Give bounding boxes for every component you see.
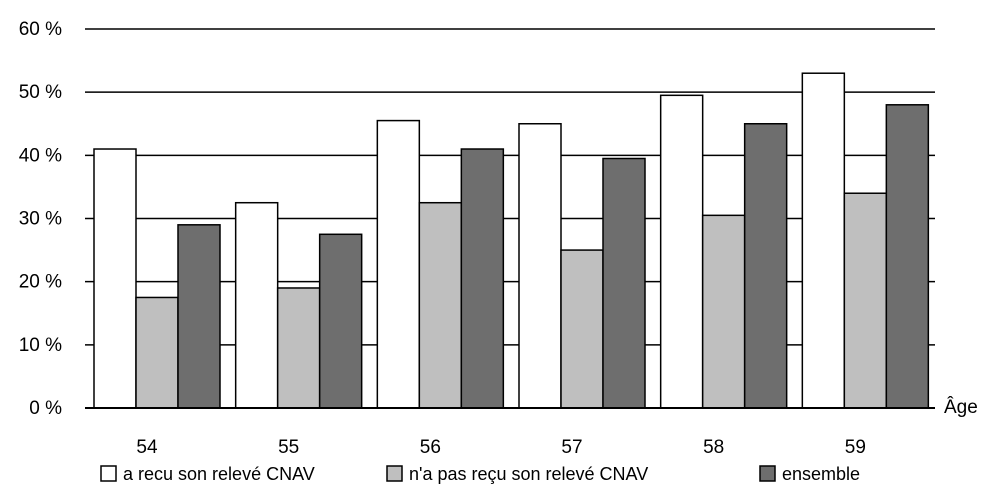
bar-56-series-2	[460, 148, 505, 409]
bar-57-series-1	[560, 249, 604, 409]
x-tick-label: 54	[136, 437, 158, 458]
x-tick-label: 57	[561, 437, 582, 458]
legend-label: a recu son relevé CNAV	[123, 464, 315, 484]
y-axis-tick-labels: 0 % 10 % 20 % 30 % 40 % 50 % 60 %	[19, 19, 62, 419]
legend-swatch	[100, 465, 117, 482]
bar-58-series-0	[659, 94, 704, 409]
y-tick-label: 60 %	[19, 19, 62, 40]
legend-swatch	[759, 465, 776, 482]
bar-56-series-0	[376, 119, 421, 409]
legend: a recu son relevé CNAV n'a pas reçu son r…	[100, 464, 860, 484]
legend-label: ensemble	[782, 464, 860, 484]
legend-swatch	[386, 465, 403, 482]
bars	[93, 72, 930, 409]
bar-54-series-1	[135, 296, 179, 409]
bar-55-series-0	[234, 201, 279, 409]
x-tick-label: 58	[703, 437, 724, 458]
gridlines	[85, 28, 935, 346]
bar-58-series-1	[701, 214, 746, 409]
bar-58-series-2	[743, 123, 788, 409]
y-tick-label: 50 %	[19, 82, 62, 103]
bar-55-series-1	[276, 287, 321, 409]
bar-59-series-2	[885, 104, 930, 409]
x-axis-category-labels: 54 55 56 57 58 59	[136, 437, 865, 458]
bar-57-series-2	[602, 157, 646, 409]
y-tick-label: 20 %	[19, 272, 62, 293]
bar-54-series-2	[177, 224, 221, 409]
x-tick-label: 55	[278, 437, 299, 458]
x-tick-label: 59	[845, 437, 866, 458]
y-tick-label: 40 %	[19, 145, 62, 166]
y-tick-label: 30 %	[19, 209, 62, 230]
x-tick-label: 56	[420, 437, 441, 458]
bar-59-series-1	[843, 192, 888, 409]
bar-57-series-0	[518, 123, 562, 409]
bar-55-series-2	[318, 233, 363, 409]
bar-56-series-1	[418, 201, 463, 409]
bar-59-series-0	[801, 72, 846, 409]
y-tick-label: 10 %	[19, 335, 62, 356]
x-axis-title: Âge	[944, 396, 978, 418]
legend-label: n'a pas reçu son relevé CNAV	[409, 464, 648, 484]
bar-54-series-0	[93, 148, 137, 409]
y-tick-label: 0 %	[29, 398, 62, 419]
